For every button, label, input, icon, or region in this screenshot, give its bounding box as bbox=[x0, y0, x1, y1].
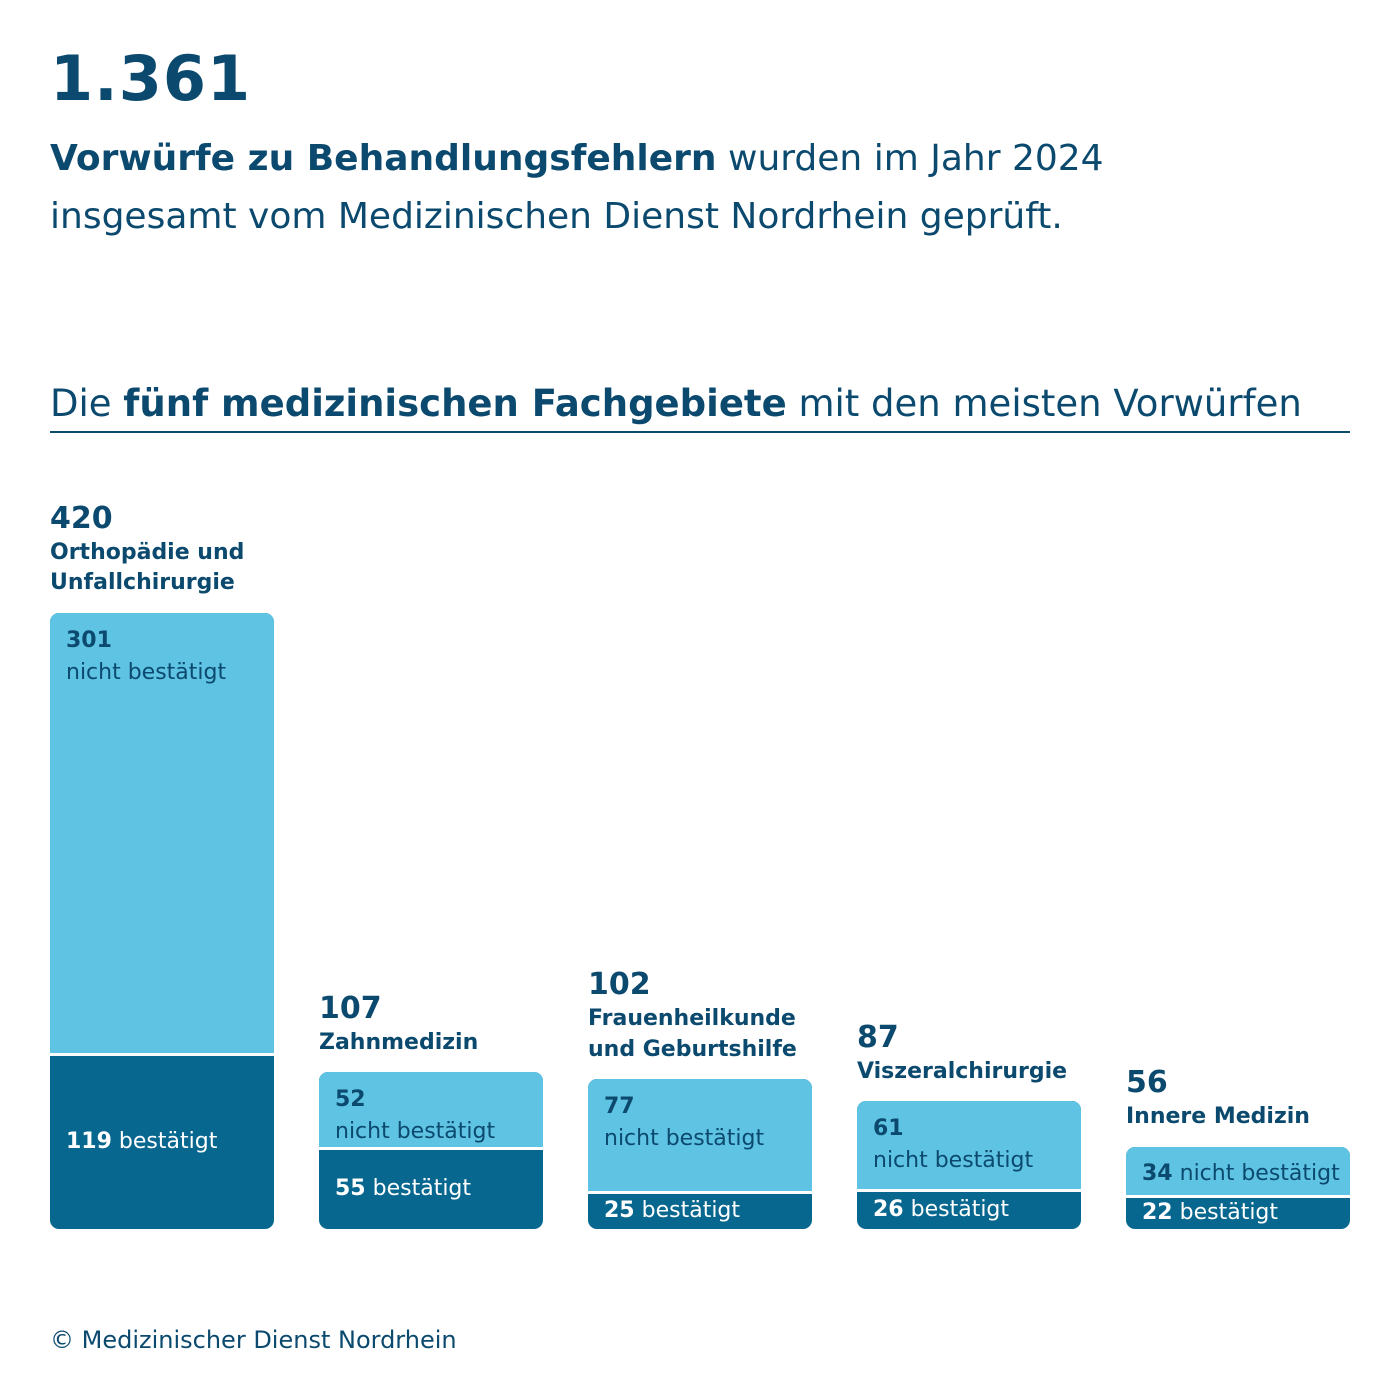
label-bestaetigt: 25 bestätigt bbox=[604, 1198, 740, 1224]
bar-2: 77 nicht bestätigt 25 bestätigt bbox=[588, 1079, 812, 1229]
category-label: Frauenheilkunde und Geburtshilfe bbox=[588, 1006, 797, 1062]
label-nicht-bestaetigt: 301 nicht bestätigt bbox=[66, 625, 226, 689]
chart-heading-bold: fünf medizinischen Fachgebiete bbox=[123, 382, 787, 425]
bar-0: 301 nicht bestätigt 119 bestätigt bbox=[50, 613, 274, 1229]
intro-bold: Vorwürfe zu Behandlungsfehlern bbox=[50, 138, 717, 179]
bar-segment-divider bbox=[319, 1146, 543, 1150]
intro-line1-rest: wurden im Jahr 2024 bbox=[716, 138, 1104, 179]
label-bestaetigt: 55 bestätigt bbox=[335, 1176, 471, 1202]
value-bestaetigt: 25 bbox=[604, 1198, 635, 1224]
series-name-bestaetigt: bestätigt bbox=[111, 1129, 218, 1155]
label-nicht-bestaetigt: 34 nicht bestätigt bbox=[1142, 1158, 1340, 1190]
series-name-nicht-bestaetigt: nicht bestätigt bbox=[604, 1126, 765, 1152]
series-name-nicht-bestaetigt: nicht bestätigt bbox=[335, 1118, 496, 1144]
series-name-bestaetigt: bestätigt bbox=[365, 1176, 472, 1202]
bar-segment-nicht-bestaetigt bbox=[588, 1079, 812, 1193]
value-bestaetigt: 22 bbox=[1142, 1200, 1173, 1226]
bar-4: 34 nicht bestätigt 22 bestätigt bbox=[1126, 1146, 1350, 1229]
bar-segment-nicht-bestaetigt bbox=[319, 1072, 543, 1149]
value-nicht-bestaetigt: 52 bbox=[335, 1087, 366, 1113]
intro-text: Vorwürfe zu Behandlungsfehlern wurden im… bbox=[50, 130, 1350, 247]
category-total: 102 bbox=[588, 967, 651, 1003]
value-bestaetigt: 26 bbox=[873, 1197, 904, 1223]
value-nicht-bestaetigt: 301 bbox=[66, 628, 112, 653]
label-nicht-bestaetigt: 52 nicht bestätigt bbox=[335, 1084, 495, 1148]
bar-3: 61 nicht bestätigt 26 bestätigt bbox=[857, 1101, 1081, 1229]
bar-segment-divider bbox=[857, 1189, 1081, 1193]
value-nicht-bestaetigt: 34 bbox=[1142, 1160, 1173, 1186]
series-name-nicht-bestaetigt: nicht bestätigt bbox=[66, 659, 227, 685]
category-label: Viszeralchirurgie bbox=[857, 1058, 1068, 1084]
chart-heading: Die fünf medizinischen Fachgebiete mit d… bbox=[50, 382, 1350, 426]
bar-segment-divider bbox=[1126, 1195, 1350, 1199]
heading-rule bbox=[50, 431, 1350, 433]
series-name-bestaetigt: bestätigt bbox=[1172, 1200, 1279, 1226]
copyright-footer: © Medizinischer Dienst Nordrhein bbox=[50, 1326, 457, 1354]
chart-heading-pre: Die bbox=[50, 382, 124, 425]
bar-segment-divider bbox=[588, 1190, 812, 1194]
series-name-bestaetigt: bestätigt bbox=[903, 1197, 1010, 1223]
category-total: 107 bbox=[319, 990, 382, 1026]
value-nicht-bestaetigt: 77 bbox=[604, 1094, 635, 1120]
series-name-nicht-bestaetigt: nicht bestätigt bbox=[873, 1148, 1034, 1174]
category-label: Orthopädie und Unfallchirurgie bbox=[50, 540, 245, 596]
bar-segment-nicht-bestaetigt bbox=[857, 1101, 1081, 1191]
label-nicht-bestaetigt: 61 nicht bestätigt bbox=[873, 1113, 1033, 1177]
total-count: 1.361 bbox=[50, 42, 252, 115]
bar-segment-nicht-bestaetigt bbox=[1126, 1146, 1350, 1197]
value-nicht-bestaetigt: 61 bbox=[873, 1116, 904, 1142]
bar-segment-nicht-bestaetigt bbox=[50, 613, 274, 1055]
chart-heading-post: mit den meisten Vorwürfen bbox=[786, 382, 1302, 425]
series-name-nicht-bestaetigt: nicht bestätigt bbox=[1179, 1160, 1340, 1186]
bar-1: 52 nicht bestätigt 55 bestätigt bbox=[319, 1072, 543, 1229]
intro-line2: insgesamt vom Medizinischen Dienst Nordr… bbox=[50, 196, 1063, 238]
label-bestaetigt: 119 bestätigt bbox=[66, 1129, 217, 1155]
label-bestaetigt: 22 bestätigt bbox=[1142, 1200, 1278, 1226]
label-nicht-bestaetigt: 77 nicht bestätigt bbox=[604, 1091, 764, 1155]
category-total: 87 bbox=[857, 1019, 899, 1055]
category-label: Zahnmedizin bbox=[319, 1029, 479, 1055]
category-total: 420 bbox=[50, 501, 113, 536]
category-total: 56 bbox=[1126, 1065, 1168, 1101]
bar-segment-divider bbox=[50, 1052, 274, 1056]
category-label: Innere Medizin bbox=[1126, 1104, 1310, 1130]
value-bestaetigt: 55 bbox=[335, 1176, 366, 1202]
value-bestaetigt: 119 bbox=[66, 1129, 112, 1155]
series-name-bestaetigt: bestätigt bbox=[634, 1198, 741, 1224]
label-bestaetigt: 26 bestätigt bbox=[873, 1197, 1009, 1223]
